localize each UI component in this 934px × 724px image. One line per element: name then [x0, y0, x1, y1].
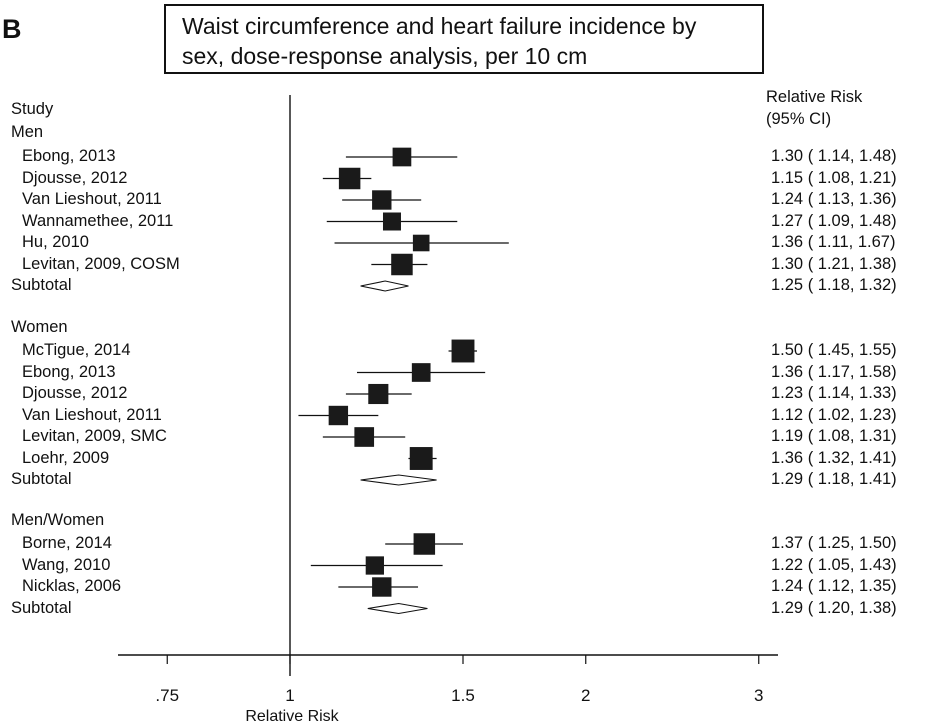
study-label: Djousse, 2012 [22, 168, 128, 187]
study-label: Djousse, 2012 [22, 384, 128, 402]
point-estimate-square [338, 167, 361, 190]
study-label: Nicklas, 2006 [22, 577, 122, 595]
study-rr-ci: 1.22 ( 1.05, 1.43) [771, 555, 897, 574]
study-rr-ci: 1.36 ( 1.32, 1.41) [771, 448, 897, 467]
study-rr-ci: 1.24 ( 1.12, 1.35) [771, 577, 897, 595]
subtotal-rr-ci: 1.29 ( 1.20, 1.38) [771, 598, 897, 617]
study-rr-ci: 1.24 ( 1.13, 1.36) [771, 190, 897, 208]
study-rr-ci: 1.15 ( 1.08, 1.21) [771, 168, 897, 187]
rr-column-header: Relative Risk [766, 88, 863, 106]
point-estimate-square [412, 234, 430, 252]
study-label: McTigue, 2014 [22, 341, 131, 359]
study-rr-ci: 1.23 ( 1.14, 1.33) [771, 384, 897, 402]
study-label: Levitan, 2009, COSM [22, 254, 180, 273]
point-estimate-square [413, 533, 436, 555]
subtotal-diamond [360, 280, 409, 292]
chart-title-line-1: Waist circumference and heart failure in… [182, 13, 697, 39]
subtotal-rr-ci: 1.25 ( 1.18, 1.32) [771, 276, 897, 294]
study-label: Loehr, 2009 [22, 448, 110, 467]
study-rr-ci: 1.27 ( 1.09, 1.48) [771, 211, 897, 230]
ci-column-header: (95% CI) [766, 110, 832, 128]
study-rr-ci: 1.30 ( 1.21, 1.38) [771, 254, 897, 273]
study-rr-ci: 1.50 ( 1.45, 1.55) [771, 341, 897, 359]
x-tick-label: 1 [285, 686, 294, 705]
point-estimate-square [411, 363, 431, 382]
point-estimate-square [328, 405, 349, 426]
study-label: Van Lieshout, 2011 [22, 405, 162, 424]
point-estimate-square [372, 577, 392, 597]
subtotal-label: Subtotal [11, 470, 72, 488]
point-estimate-square [392, 147, 412, 167]
group-label: Men/Women [11, 511, 105, 529]
study-label: Ebong, 2013 [22, 362, 116, 381]
study-label: Van Lieshout, 2011 [22, 190, 162, 208]
group-label: Men [11, 123, 44, 141]
subtotal-rr-ci: 1.29 ( 1.18, 1.41) [771, 470, 897, 488]
subtotal-diamond [367, 602, 428, 615]
point-estimate-square [372, 190, 392, 210]
subtotal-label: Subtotal [11, 598, 72, 617]
subtotal-label: Subtotal [11, 276, 72, 294]
study-label: Wannamethee, 2011 [22, 211, 174, 230]
point-estimate-square [391, 253, 413, 276]
x-tick-label: .75 [155, 686, 179, 705]
point-estimate-square [368, 383, 389, 405]
study-rr-ci: 1.37 ( 1.25, 1.50) [771, 534, 897, 552]
study-label: Levitan, 2009, SMC [22, 427, 167, 445]
point-estimate-square [354, 427, 375, 447]
point-estimate-square [365, 556, 384, 575]
group-label: Women [11, 318, 68, 336]
study-rr-ci: 1.12 ( 1.02, 1.23) [771, 405, 897, 424]
study-rr-ci: 1.19 ( 1.08, 1.31) [771, 427, 897, 445]
point-estimate-square [451, 339, 475, 363]
study-label: Hu, 2010 [22, 233, 89, 251]
chart-title-line-2: sex, dose-response analysis, per 10 cm [182, 43, 588, 69]
point-estimate-square [382, 212, 401, 231]
study-label: Ebong, 2013 [22, 147, 116, 165]
x-tick-label: 3 [754, 686, 763, 705]
x-axis-label: Relative Risk [245, 708, 339, 724]
x-tick-label: 1.5 [451, 686, 475, 705]
point-estimate-square [409, 447, 433, 470]
panel-label: B [2, 14, 22, 44]
study-rr-ci: 1.36 ( 1.17, 1.58) [771, 362, 897, 381]
study-label: Wang, 2010 [22, 555, 111, 574]
study-rr-ci: 1.30 ( 1.14, 1.48) [771, 147, 897, 165]
study-rr-ci: 1.36 ( 1.11, 1.67) [771, 233, 896, 251]
study-label: Borne, 2014 [22, 534, 112, 552]
chart-title-box: Waist circumference and heart failure in… [164, 4, 764, 74]
subtotal-diamond [360, 474, 437, 486]
study-column-header: Study [11, 100, 54, 118]
x-tick-label: 2 [581, 686, 590, 705]
